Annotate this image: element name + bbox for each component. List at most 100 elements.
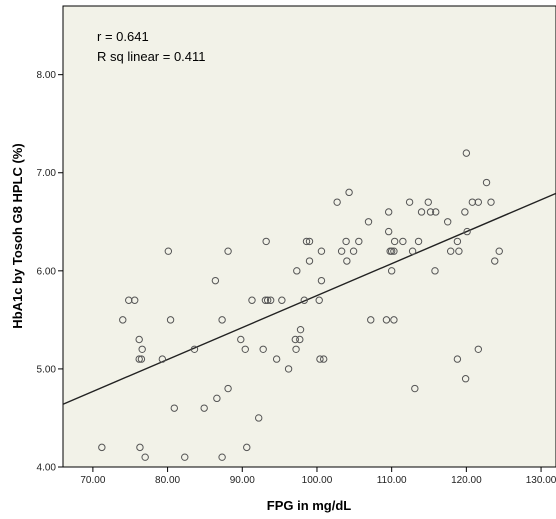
data-point (305, 237, 314, 246)
data-point (119, 316, 127, 324)
data-point (411, 384, 419, 393)
data-point (237, 335, 245, 344)
data-point (315, 296, 323, 304)
data-point (224, 247, 232, 255)
annotation-r: r = 0.641 (97, 29, 149, 44)
x-tick-label: 90.00 (230, 475, 255, 486)
data-point (387, 247, 396, 255)
data-point (261, 296, 270, 304)
data-point (482, 178, 491, 187)
data-point (487, 198, 495, 206)
data-point (414, 237, 423, 246)
data-point (495, 247, 503, 255)
data-point (453, 355, 462, 363)
data-point (317, 247, 326, 255)
x-tick-label: 120.00 (451, 475, 482, 486)
data-point (382, 316, 391, 324)
data-point (367, 316, 375, 324)
data-point (296, 325, 305, 334)
data-point (296, 335, 304, 344)
data-point (300, 296, 308, 304)
data-point (424, 198, 432, 206)
data-point (384, 208, 393, 216)
data-point (181, 453, 189, 461)
data-point (333, 198, 341, 206)
x-tick-label: 130.00 (526, 475, 556, 486)
data-point (343, 257, 351, 265)
x-tick-label: 70.00 (80, 475, 105, 486)
y-axis-title: HbA1c by Tosoh G8 HPLC (%) (10, 143, 25, 328)
data-point (278, 296, 286, 304)
regression-line (62, 192, 556, 405)
data-point (291, 335, 300, 344)
data-point (399, 237, 407, 246)
data-point (474, 345, 483, 353)
data-point (170, 404, 178, 412)
data-point (463, 227, 471, 236)
data-point (213, 394, 221, 403)
data-point (131, 296, 139, 304)
data-point (292, 345, 300, 353)
data-point (426, 208, 435, 216)
x-axis-title: FPG in mg/dL (267, 498, 352, 513)
data-point (337, 247, 346, 255)
data-point (248, 296, 256, 304)
data-point (302, 237, 311, 246)
data-point (474, 198, 483, 206)
data-point (164, 247, 173, 255)
data-point (390, 316, 398, 324)
data-point (431, 267, 439, 275)
data-point (342, 237, 350, 246)
data-point (136, 443, 144, 452)
y-tick-label: 4.00 (37, 463, 57, 474)
annotation-r-squared: R sq linear = 0.411 (97, 49, 206, 64)
data-point (443, 218, 452, 226)
data-point (349, 247, 358, 255)
data-point (138, 345, 146, 353)
data-point (211, 276, 220, 285)
data-point (461, 208, 469, 216)
data-point (319, 355, 328, 363)
data-point (405, 198, 414, 206)
x-tick-label: 100.00 (302, 475, 333, 486)
data-point (158, 355, 167, 363)
data-point (446, 247, 455, 255)
data-point (455, 247, 463, 255)
data-point (408, 247, 417, 255)
data-point (293, 267, 301, 275)
data-point (417, 208, 426, 216)
data-point (384, 227, 393, 236)
y-tick-label: 5.00 (37, 364, 57, 375)
data-point (390, 247, 398, 255)
data-point (135, 335, 143, 344)
data-point (166, 316, 175, 324)
data-point (98, 443, 106, 452)
data-point (272, 355, 281, 363)
data-point (200, 404, 208, 412)
data-point (491, 257, 499, 265)
data-point (137, 355, 146, 363)
plot-area (62, 5, 556, 468)
data-point (461, 375, 470, 383)
data-point (305, 257, 314, 265)
data-point (453, 237, 462, 246)
data-point (462, 149, 471, 157)
data-point (259, 345, 267, 353)
y-tick-label: 6.00 (37, 266, 57, 277)
data-point (284, 365, 293, 373)
data-point (224, 384, 232, 393)
data-point (364, 218, 373, 226)
data-point (263, 296, 272, 304)
data-point (432, 208, 440, 216)
data-point (241, 345, 249, 353)
data-point (141, 453, 149, 461)
data-point (243, 443, 251, 452)
data-point (390, 237, 399, 246)
data-point (355, 237, 363, 246)
data-point (218, 316, 226, 324)
data-point (266, 296, 275, 304)
data-point (255, 414, 263, 422)
data-point (316, 355, 324, 363)
data-point (218, 453, 226, 461)
